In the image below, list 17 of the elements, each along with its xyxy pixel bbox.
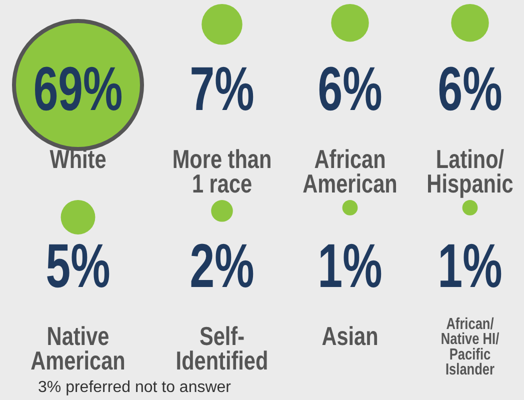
data-label: 69% — [33, 54, 123, 124]
text: 3% preferred not to answer — [38, 379, 232, 396]
category-label: Self-Identified — [176, 322, 268, 376]
category-label: African/ Native HI/ Pacific Islander — [440, 316, 500, 380]
data-label: 6% — [438, 54, 502, 124]
data-label: 7% — [190, 54, 254, 124]
category-label: White — [50, 144, 106, 174]
data-label: 6% — [318, 54, 382, 124]
data-label: 1% — [318, 232, 382, 301]
data-label: 1% — [438, 232, 502, 301]
category-label: Latino/ Hispanic — [426, 144, 514, 198]
data-label: 5% — [46, 232, 110, 301]
category-label: More than 1 race — [172, 144, 272, 198]
category-label: Native American — [30, 322, 126, 376]
data-label: 2% — [190, 232, 254, 301]
category-label: Asian — [322, 322, 378, 351]
category-label: African American — [302, 144, 398, 198]
